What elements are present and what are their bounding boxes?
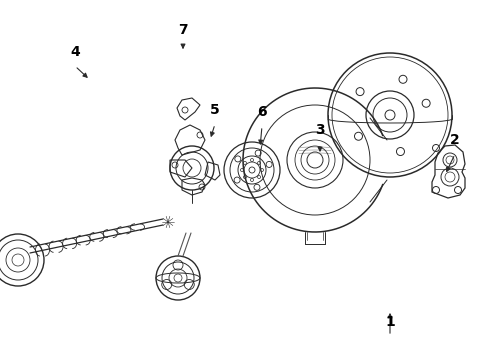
Text: 1: 1: [385, 315, 395, 329]
Text: 2: 2: [450, 133, 460, 147]
Text: 5: 5: [210, 103, 220, 117]
Text: 3: 3: [315, 123, 325, 137]
Text: 4: 4: [70, 45, 80, 59]
Text: 6: 6: [257, 105, 267, 119]
Text: 7: 7: [178, 23, 188, 37]
